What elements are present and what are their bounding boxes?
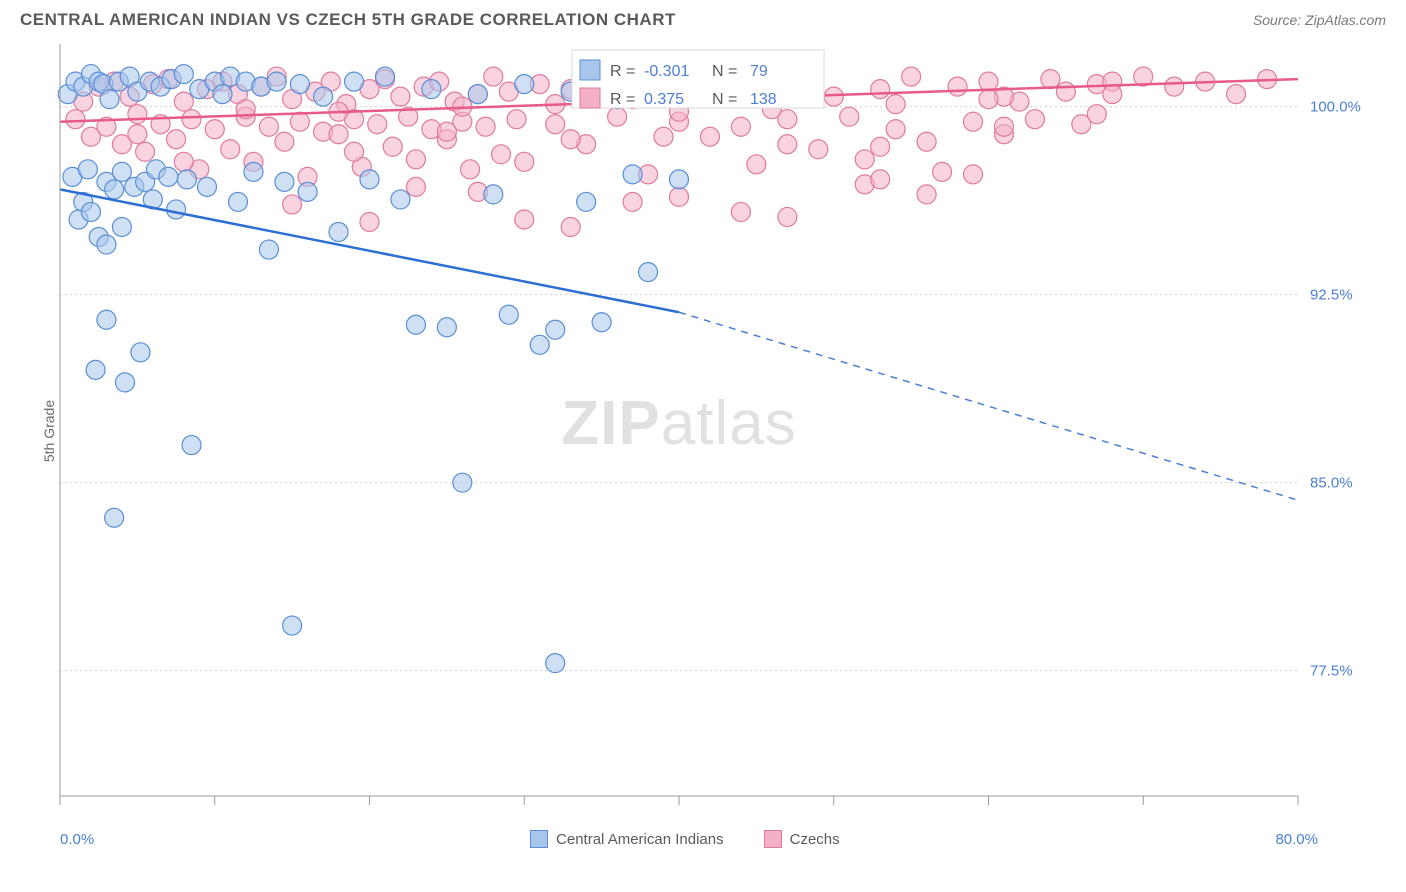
chart-title: CENTRAL AMERICAN INDIAN VS CZECH 5TH GRA… xyxy=(20,10,676,30)
legend-label-blue: Central American Indians xyxy=(556,831,724,848)
svg-text:0.375: 0.375 xyxy=(644,91,684,108)
svg-text:R =: R = xyxy=(610,63,635,80)
svg-text:92.5%: 92.5% xyxy=(1310,287,1353,304)
legend-row: 0.0% Central American Indians Czechs 80.… xyxy=(0,826,1406,848)
legend-item-pink: Czechs xyxy=(764,830,840,848)
legend-label-pink: Czechs xyxy=(790,831,840,848)
chart-container: 5th Grade 77.5% 85.0% 92.5% 100.0% ZIPatlas R… xyxy=(20,36,1386,826)
x-axis-min-label: 0.0% xyxy=(60,831,94,848)
svg-text:ZIPatlas: ZIPatlas xyxy=(561,389,796,458)
svg-text:N =: N = xyxy=(712,63,737,80)
scatter-chart: 77.5% 85.0% 92.5% 100.0% ZIPatlas R = -0.301 N … xyxy=(20,36,1386,826)
svg-text:138: 138 xyxy=(750,91,777,108)
svg-text:77.5%: 77.5% xyxy=(1310,663,1353,680)
svg-text:79: 79 xyxy=(750,63,768,80)
y-axis-label: 5th Grade xyxy=(41,400,57,462)
svg-text:N =: N = xyxy=(712,91,737,108)
legend: Central American Indians Czechs xyxy=(530,830,840,848)
legend-swatch-blue xyxy=(530,830,548,848)
svg-text:85.0%: 85.0% xyxy=(1310,475,1353,492)
svg-text:-0.301: -0.301 xyxy=(644,63,689,80)
legend-swatch-pink xyxy=(764,830,782,848)
header: CENTRAL AMERICAN INDIAN VS CZECH 5TH GRA… xyxy=(0,0,1406,36)
legend-item-blue: Central American Indians xyxy=(530,830,724,848)
x-axis-max-label: 80.0% xyxy=(1275,831,1318,848)
svg-text:R =: R = xyxy=(610,91,635,108)
svg-text:100.0%: 100.0% xyxy=(1310,99,1361,116)
source-label: Source: ZipAtlas.com xyxy=(1253,12,1386,28)
